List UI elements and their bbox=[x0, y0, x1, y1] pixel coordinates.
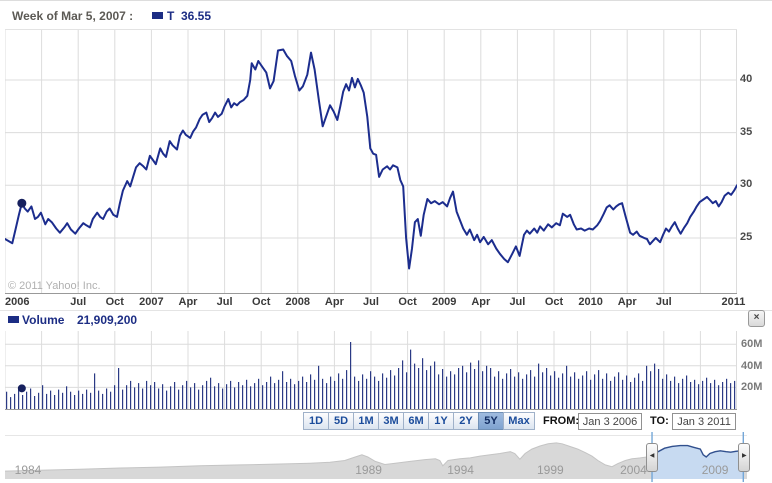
price-series-ticker: T bbox=[167, 9, 175, 23]
x-tick-label: Oct bbox=[398, 296, 417, 308]
from-date-input[interactable] bbox=[578, 413, 642, 430]
x-tick-label: Jul bbox=[655, 296, 672, 308]
copyright-notice: © 2011 Yahoo! Inc. bbox=[8, 280, 101, 292]
price-y-tick-label: 30 bbox=[740, 178, 753, 191]
x-tick-label: Jul bbox=[363, 296, 379, 308]
x-tick-label: 2009 bbox=[431, 296, 457, 308]
timeline-year-label: 1999 bbox=[537, 463, 564, 477]
x-tick-label: Apr bbox=[324, 296, 344, 308]
range-button-1d[interactable]: 1D bbox=[303, 412, 329, 430]
right-arrow-icon: ▶ bbox=[741, 453, 747, 459]
volume-y-tick-label: 20M bbox=[741, 381, 763, 394]
price-y-tick-label: 25 bbox=[740, 230, 753, 243]
x-tick-label: 2010 bbox=[578, 296, 603, 308]
x-tick-label: 2008 bbox=[285, 296, 311, 308]
x-tick-label: Apr bbox=[617, 296, 637, 308]
to-label: TO: bbox=[650, 415, 669, 427]
x-tick-label: Apr bbox=[471, 296, 491, 308]
x-tick-label: Jul bbox=[70, 296, 87, 308]
timeline-year-label: 1994 bbox=[447, 463, 474, 477]
x-tick-label: Jul bbox=[509, 296, 526, 308]
range-button-5y[interactable]: 5Y bbox=[478, 412, 504, 430]
close-volume-pane-button[interactable]: × bbox=[748, 310, 765, 327]
x-tick-label: Oct bbox=[105, 296, 124, 308]
volume-series-label: Volume bbox=[22, 313, 65, 327]
range-button-2y[interactable]: 2Y bbox=[453, 412, 479, 430]
range-button-1y[interactable]: 1Y bbox=[428, 412, 454, 430]
x-tick-label: Jul bbox=[216, 296, 233, 308]
price-x-axis: 2006 Jul Oct 2007 Apr Jul Oct 2008 Apr Jul Oct 2009… bbox=[0, 296, 772, 311]
x-tick-label: Oct bbox=[544, 296, 564, 308]
x-tick-label: 2007 bbox=[139, 296, 164, 308]
timeline-year-label: 2009 bbox=[701, 463, 729, 477]
navigator-right-handle[interactable]: ▶ bbox=[738, 443, 751, 472]
x-tick-label: 2006 bbox=[5, 296, 30, 308]
volume-series-swatch-icon bbox=[8, 316, 19, 323]
volume-y-tick-label: 60M bbox=[741, 338, 763, 351]
navigator-left-handle[interactable]: ◀ bbox=[646, 443, 659, 472]
volume-chart[interactable] bbox=[5, 331, 737, 410]
from-label: FROM: bbox=[543, 415, 580, 427]
left-arrow-icon: ◀ bbox=[649, 453, 655, 459]
timeline-navigator[interactable] bbox=[5, 432, 747, 482]
timeline-year-label: 1989 bbox=[355, 463, 382, 477]
x-tick-label: Oct bbox=[252, 296, 271, 308]
price-series-value: 36.55 bbox=[181, 9, 212, 23]
to-date-input[interactable] bbox=[672, 413, 736, 430]
price-y-tick-label: 40 bbox=[740, 73, 753, 85]
price-chart[interactable] bbox=[5, 29, 737, 294]
timeline-year-label: 1984 bbox=[14, 463, 42, 477]
price-y-tick-label: 35 bbox=[740, 125, 753, 138]
range-button-6m[interactable]: 6M bbox=[403, 412, 429, 430]
volume-y-tick-label: 40M bbox=[741, 359, 763, 372]
range-button-bar: 1D 5D 1M 3M 6M 1Y 2Y 5Y Max bbox=[303, 412, 535, 430]
volume-series-value: 21,909,200 bbox=[77, 313, 138, 327]
x-tick-label: 2011 bbox=[721, 296, 746, 308]
timeline-year-label: 2004 bbox=[620, 463, 647, 477]
range-button-3m[interactable]: 3M bbox=[378, 412, 404, 430]
x-tick-label: Apr bbox=[178, 296, 198, 308]
range-button-5d[interactable]: 5D bbox=[328, 412, 354, 430]
range-button-1m[interactable]: 1M bbox=[353, 412, 379, 430]
price-series-swatch-icon bbox=[152, 12, 163, 19]
crosshair-date-label: Week of Mar 5, 2007 : bbox=[12, 9, 134, 23]
close-icon: × bbox=[753, 312, 760, 323]
range-button-max[interactable]: Max bbox=[503, 412, 535, 430]
